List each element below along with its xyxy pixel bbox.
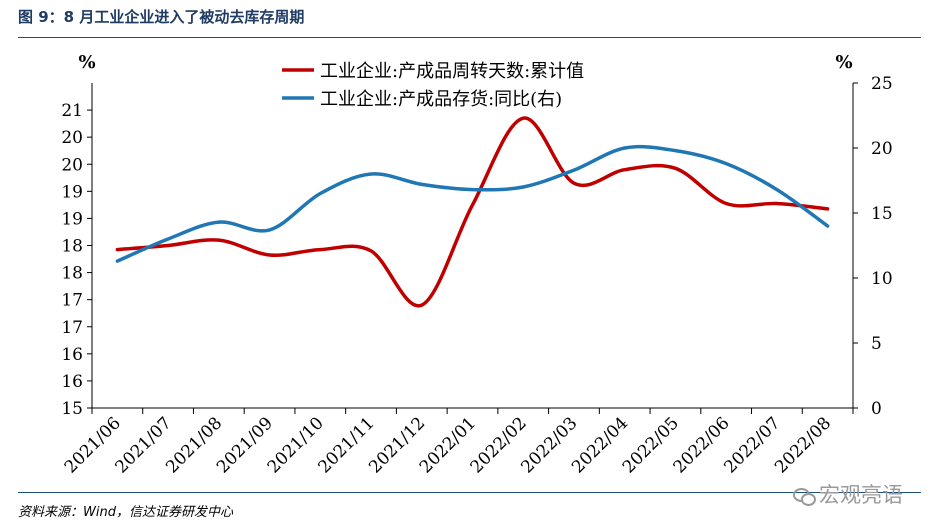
source-note: 资料来源：Wind，信达证券研发中心: [18, 505, 233, 520]
watermark-text: 宏观亮语: [819, 483, 903, 507]
legend-label: 工业企业:产成品周转天数:累计值: [320, 61, 584, 82]
right-tick-label: 20: [871, 139, 893, 159]
wechat-icon: [793, 486, 816, 506]
source-divider: [18, 492, 921, 493]
left-tick-label: 18: [61, 237, 83, 257]
left-tick-label: 18: [61, 264, 83, 284]
right-tick-label: 25: [871, 74, 893, 94]
left-tick-label: 20: [61, 128, 83, 148]
series-line-turnover-days: [115, 116, 830, 308]
left-tick-label: 20: [61, 155, 83, 175]
title-divider: [18, 37, 921, 38]
legend-label: 工业企业:产成品存货:同比(右): [320, 89, 562, 110]
figure-title: 图 9：8 月工业企业进入了被动去库存周期: [18, 8, 305, 26]
right-axis-unit: %: [835, 52, 852, 73]
left-tick-label: 16: [61, 372, 83, 392]
series-line-inventory-yoy: [115, 144, 830, 263]
right-tick-label: 15: [871, 204, 893, 224]
x-tick-label: 2022/08: [771, 413, 835, 477]
right-tick-label: 5: [871, 334, 882, 354]
right-tick-label: 10: [871, 269, 893, 289]
left-tick-label: 15: [61, 399, 83, 419]
left-tick-label: 17: [61, 318, 83, 338]
left-axis-unit: %: [78, 52, 95, 73]
left-tick-label: 16: [61, 345, 83, 365]
watermark: 宏观亮语: [793, 479, 903, 509]
left-tick-label: 19: [61, 209, 83, 229]
left-tick-label: 19: [61, 182, 83, 202]
left-tick-label: 21: [61, 101, 83, 121]
left-tick-label: 17: [61, 291, 83, 311]
right-tick-label: 0: [871, 399, 882, 419]
